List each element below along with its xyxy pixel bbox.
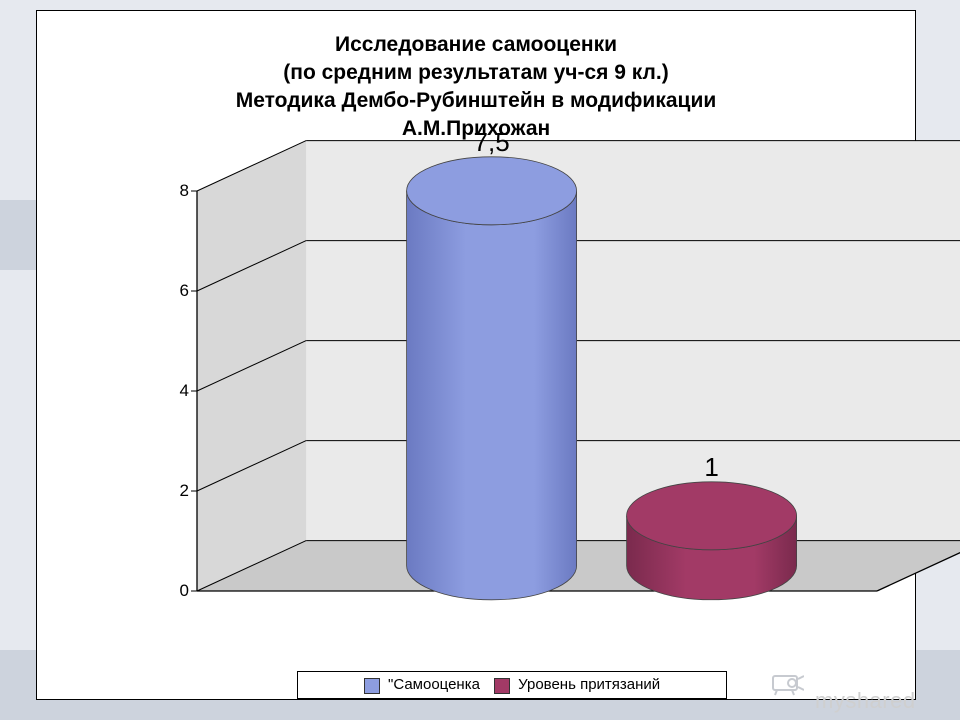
legend-swatch-1 [364, 678, 380, 694]
y-tick-label: 8 [161, 181, 189, 201]
legend-item-2: Уровень притязаний [494, 676, 660, 693]
page-root: Исследование самооценки (по средним резу… [0, 0, 960, 720]
bar-value-label: 1 [672, 452, 752, 483]
legend-label-2: Уровень притязаний [518, 676, 660, 693]
watermark: myshared [815, 688, 916, 714]
chart-title-line-2: (по средним результатам уч-ся 9 кл.) [37, 61, 915, 85]
chart-frame: Исследование самооценки (по средним резу… [36, 10, 916, 700]
y-tick-label: 0 [161, 581, 189, 601]
projector-icon [770, 670, 804, 696]
y-tick-label: 6 [161, 281, 189, 301]
legend-label-1: "Самооценка [388, 676, 480, 693]
chart-title-line-3: Методика Дембо-Рубинштейн в модификации [37, 89, 915, 113]
bar-value-label: 7,5 [452, 127, 532, 158]
legend-swatch-2 [494, 678, 510, 694]
chart-plot [127, 161, 960, 681]
y-tick-label: 4 [161, 381, 189, 401]
legend-item-1: "Самооценка [364, 676, 480, 693]
chart-title-line-1: Исследование самооценки [37, 33, 915, 57]
legend: "Самооценка Уровень притязаний [297, 671, 727, 699]
y-tick-label: 2 [161, 481, 189, 501]
